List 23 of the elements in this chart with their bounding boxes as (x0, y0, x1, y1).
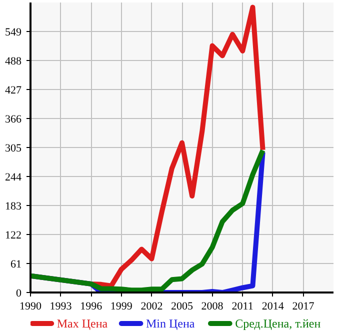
y-tick-label: 122 (5, 230, 22, 242)
legend-label: Сред.Цена, т.йен (235, 316, 322, 330)
y-tick-label: 305 (5, 142, 22, 154)
x-tick-label: 2002 (140, 300, 163, 312)
y-tick-label: 183 (5, 200, 22, 212)
y-tick-label: 244 (5, 172, 22, 184)
x-tick-label: 2014 (262, 300, 284, 312)
x-tick-label: 2008 (201, 300, 224, 312)
x-tick-label: 2005 (171, 300, 194, 312)
x-tick-label: 1996 (80, 300, 103, 312)
y-tick-label: 0 (16, 288, 22, 300)
y-tick-label: 366 (5, 114, 22, 126)
y-tick-label: 61 (10, 258, 22, 270)
y-tick-label: 549 (5, 26, 22, 38)
x-tick-label: 1999 (110, 300, 133, 312)
x-tick-label: 2011 (232, 300, 254, 312)
legend-label: Min Цена (146, 316, 196, 330)
y-tick-label: 427 (5, 84, 22, 96)
x-tick-label: 2017 (292, 300, 315, 312)
x-tick-label: 1993 (50, 300, 72, 312)
y-tick-label: 488 (5, 56, 22, 68)
legend-label: Max Цена (56, 316, 108, 330)
x-tick-label: 1990 (20, 300, 42, 312)
